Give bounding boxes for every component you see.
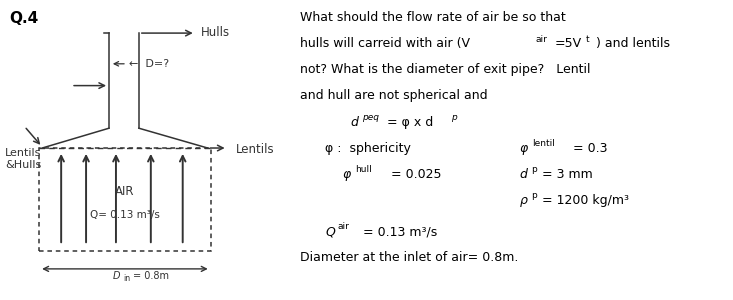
Text: d: d [520,168,527,181]
Text: p: p [531,190,537,200]
Text: φ: φ [342,168,350,181]
Text: = 0.025: = 0.025 [387,168,441,181]
Text: φ :  sphericity: φ : sphericity [325,142,411,155]
Text: air: air [337,222,349,231]
Text: hull: hull [355,165,372,174]
Text: = 0.3: = 0.3 [570,142,608,155]
Text: d: d [350,116,358,129]
Text: Q: Q [325,225,335,238]
Text: What should the flow rate of air be so that: What should the flow rate of air be so t… [301,11,566,24]
Text: =5V: =5V [555,37,582,50]
Text: Diameter at the inlet of air= 0.8m.: Diameter at the inlet of air= 0.8m. [301,251,519,264]
Text: = 1200 kg/m³: = 1200 kg/m³ [542,194,630,207]
Text: D: D [112,271,120,281]
Text: = φ x d: = φ x d [387,116,433,129]
Text: p: p [451,113,457,122]
Text: AIR: AIR [115,185,135,198]
Text: lentil: lentil [532,139,555,148]
Text: = 0.13 m³/s: = 0.13 m³/s [363,225,438,238]
Text: Q.4: Q.4 [10,11,39,26]
Text: t: t [586,34,590,43]
Text: Hulls: Hulls [201,26,229,39]
Text: ) and lentils: ) and lentils [596,37,670,50]
Text: not? What is the diameter of exit pipe?   Lentil: not? What is the diameter of exit pipe? … [301,63,591,76]
Text: = 0.8m: = 0.8m [133,271,169,281]
Text: = 3 mm: = 3 mm [542,168,593,181]
Text: and hull are not spherical and: and hull are not spherical and [301,88,488,102]
Text: in: in [123,274,130,283]
Text: hulls will carreid with air (V: hulls will carreid with air (V [301,37,471,50]
Text: air: air [535,34,548,43]
Text: p: p [531,165,537,174]
Text: peq: peq [362,113,379,122]
Text: ←  D=?: ← D=? [129,59,169,69]
Text: Q= 0.13 m³/s: Q= 0.13 m³/s [90,210,160,220]
Text: φ: φ [520,142,528,155]
Text: Lentils: Lentils [235,142,274,155]
Text: ρ: ρ [520,194,527,207]
Text: Lentils
&Hulls: Lentils &Hulls [5,148,42,170]
